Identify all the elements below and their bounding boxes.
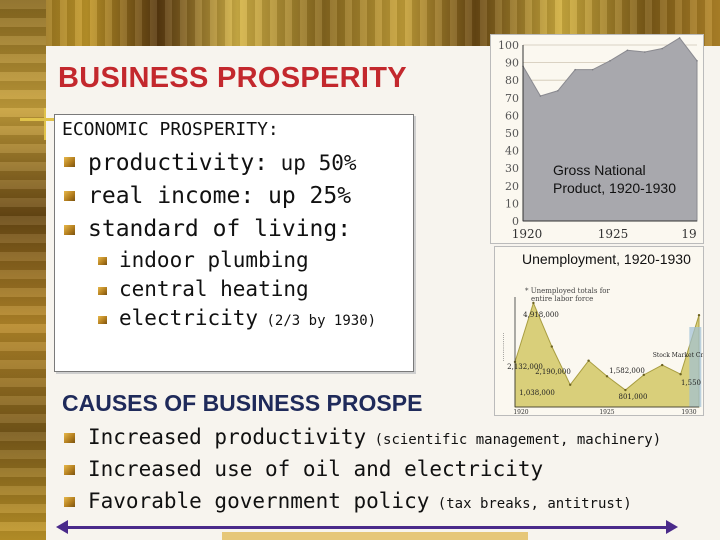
gnp-y-tick-label: 10 [505,197,519,210]
unemployment-data-point [679,373,682,376]
crash-annotation: Stock Market Crash [653,352,703,359]
decorative-left-band [0,0,46,540]
cause-item-productivity: Increased productivity (scientific manag… [88,425,661,449]
unemployment-data-label: 801,000 [619,393,648,401]
unemployment-data-point [697,313,701,317]
unemployment-data-point [624,388,627,392]
slide-title: BUSINESS PROSPERITY [58,62,407,94]
bullet-icon [64,465,75,475]
unemployment-chart: ............... * Unemployed totals foren… [499,287,714,416]
gnp-x-tick-label: 1925 [598,227,629,241]
arrow-left-icon [56,520,68,534]
subitem-label: electricity [119,306,259,330]
cause-detail: (scientific management, machinery) [366,432,662,448]
gnp-area [522,37,698,222]
bullet-icon [64,191,75,201]
cause-item-oil-electricity: Increased use of oil and electricity [88,457,543,481]
item-label: productivity: [88,150,269,176]
subitem-central-heating: central heating [119,277,309,301]
unemployment-x-tick-label: 1930 [681,409,696,415]
unemployment-data-point [642,373,645,377]
gnp-y-tick-label: 60 [505,109,519,122]
unemployment-data-label: 4,918,000 [523,311,559,319]
gnp-y-tick-label: 40 [505,145,519,158]
bullet-icon [64,433,75,443]
unemployment-data-point [661,363,664,367]
unemployment-data-point [569,383,572,387]
economic-item-standard-of-living: standard of living: [88,216,351,242]
subitem-label: central heating [119,277,309,301]
subitem-label: indoor plumbing [119,248,309,272]
gnp-chart: 0 10 20 30 40 50 60 70 80 90 100 1920 1925 19 [498,37,698,241]
unemployment-note: entire labor force [531,295,593,303]
subitem-detail: (2/3 by 1930) [258,313,377,329]
gnp-data-point [678,37,681,39]
subitem-electricity: electricity (2/3 by 1930) [119,306,376,330]
timeline-arrow-line [60,526,672,529]
cause-label: Increased productivity [88,425,367,449]
gnp-y-tick-label: 0 [512,215,519,228]
cause-item-government-policy: Favorable government policy (tax breaks,… [88,489,632,513]
item-label: real income: up 25% [88,183,352,209]
economic-item-productivity: productivity: up 50% [88,150,357,176]
unemployment-data-label: 1,582,000 [609,367,645,375]
gnp-data-point [539,95,542,97]
unemployment-x-tick-label: 1925 [599,409,614,415]
gnp-y-tick-label: 70 [505,92,519,105]
gnp-data-point [574,68,576,71]
cause-detail: (tax breaks, antitrust) [429,496,632,512]
gnp-chart-panel: 0 10 20 30 40 50 60 70 80 90 100 1920 1925 19 [490,34,704,244]
unemployment-caption: Unemployment, 1920-1930 [522,251,691,267]
bullet-icon [64,497,75,507]
gnp-y-tick-label: 80 [505,74,519,87]
gnp-y-tick-label: 90 [505,57,519,70]
crash-highlight [689,327,702,407]
sub-bullet-icon [98,257,107,265]
gnp-y-tick-label: 30 [505,162,519,175]
item-label: standard of living: [88,216,352,242]
economic-prosperity-box [54,114,414,372]
gnp-data-point [557,89,559,92]
bullet-icon [64,157,75,167]
title-rule-vertical [44,108,46,140]
gnp-x-tick-label: 1920 [512,227,543,241]
unemployment-data-point [605,375,609,378]
cause-label: Increased use of oil and electricity [88,457,544,481]
unemployment-chart-panel: ............... * Unemployed totals for en… [494,246,714,416]
sub-bullet-icon [98,316,107,324]
item-detail: up 50% [268,151,357,175]
bullet-icon [64,225,75,235]
gnp-data-point [591,68,594,71]
unemployment-data-point [587,359,590,362]
gnp-data-point [626,49,629,52]
unemployment-data-point [550,345,553,348]
title-rule [20,118,76,121]
gnp-data-point [661,47,663,50]
gnp-y-tick-label: 100 [498,39,519,52]
gnp-data-point [696,60,698,62]
unemployment-data-label: 1,038,000 [519,389,555,397]
unemployment-note: * Unemployed totals for [525,287,611,295]
gnp-data-point [644,51,646,53]
arrow-right-icon [666,520,678,534]
unemployment-data-label: 1,550 [681,379,701,387]
unemployment-x-tick-label: 1920 [513,409,528,415]
economic-item-real-income: real income: up 25% [88,183,351,209]
unemployment-data-label: 2,132,000 [507,363,543,371]
gnp-y-tick-label: 50 [505,127,519,140]
unemployment-area [514,301,700,408]
sub-bullet-icon [98,287,107,295]
decorative-bottom-band [222,532,528,540]
causes-heading: CAUSES OF BUSINESS PROSPE [62,390,423,416]
unemployment-data-point [532,301,535,305]
gnp-x-tick-label: 19 [681,227,696,241]
subitem-indoor-plumbing: indoor plumbing [119,248,309,272]
unemployment-data-label: 2,190,000 [535,368,571,376]
gnp-data-point [609,60,611,62]
gnp-caption: Gross National Product, 1920-1930 [553,162,676,196]
economic-heading: ECONOMIC PROSPERITY: [62,119,279,140]
unemployment-y-axis-marks: ............... [499,333,506,362]
gnp-y-tick-label: 20 [505,180,519,193]
cause-label: Favorable government policy [88,489,430,513]
